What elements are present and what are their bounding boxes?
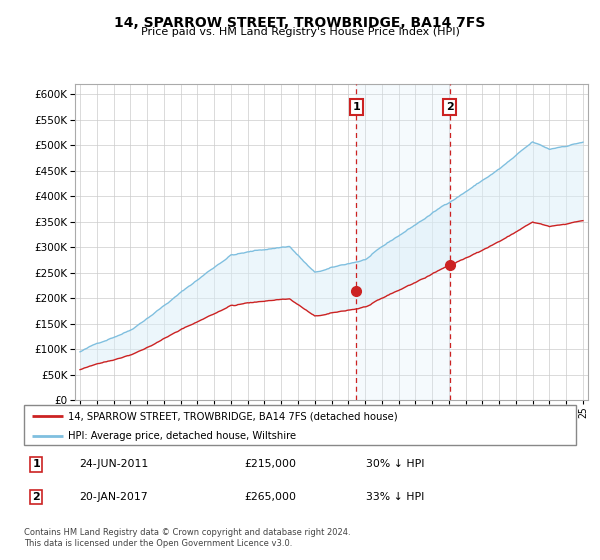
Text: Price paid vs. HM Land Registry's House Price Index (HPI): Price paid vs. HM Land Registry's House …: [140, 27, 460, 37]
Text: 1: 1: [352, 102, 360, 112]
Text: 14, SPARROW STREET, TROWBRIDGE, BA14 7FS (detached house): 14, SPARROW STREET, TROWBRIDGE, BA14 7FS…: [68, 411, 398, 421]
Text: 30% ↓ HPI: 30% ↓ HPI: [366, 459, 425, 469]
Text: 2: 2: [446, 102, 454, 112]
Text: £215,000: £215,000: [245, 459, 297, 469]
Text: 24-JUN-2011: 24-JUN-2011: [79, 459, 148, 469]
Text: 14, SPARROW STREET, TROWBRIDGE, BA14 7FS: 14, SPARROW STREET, TROWBRIDGE, BA14 7FS: [115, 16, 485, 30]
Text: 1: 1: [32, 459, 40, 469]
Text: HPI: Average price, detached house, Wiltshire: HPI: Average price, detached house, Wilt…: [68, 431, 296, 441]
Text: 20-JAN-2017: 20-JAN-2017: [79, 492, 148, 502]
Text: 2: 2: [32, 492, 40, 502]
Text: £265,000: £265,000: [245, 492, 297, 502]
Text: 33% ↓ HPI: 33% ↓ HPI: [366, 492, 425, 502]
Text: Contains HM Land Registry data © Crown copyright and database right 2024.
This d: Contains HM Land Registry data © Crown c…: [24, 528, 350, 548]
FancyBboxPatch shape: [24, 405, 576, 445]
Bar: [356, 84, 449, 400]
